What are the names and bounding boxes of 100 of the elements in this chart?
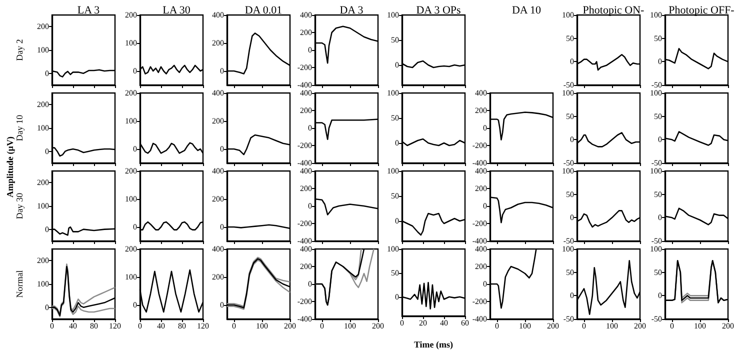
y-tick-label: 0	[220, 144, 224, 154]
y-tick-label: 0	[482, 124, 486, 132]
y-tick-label: -400	[296, 158, 312, 168]
y-tick-label: 100	[562, 10, 574, 20]
y-tick-label: 0	[482, 280, 486, 288]
x-tick-label: 40	[440, 318, 448, 328]
y-tick-label: 0	[308, 46, 312, 54]
y-tick-label: 0	[658, 213, 662, 222]
y-tick-label: -400	[296, 236, 312, 246]
y-tick-label: 0	[308, 202, 312, 210]
y-tick-label: 400	[474, 88, 486, 98]
y-tick-label: 0	[658, 135, 662, 144]
y-tick-label: 400	[300, 244, 312, 254]
x-tick-label: 60	[461, 318, 469, 328]
y-tick-label: 50	[654, 34, 662, 43]
y-tick-label: 200	[37, 22, 49, 32]
x-tick-label: 100	[256, 322, 268, 330]
y-tick-label: 0	[132, 144, 136, 154]
y-tick-label: 100	[124, 272, 136, 282]
y-tick-label: 0	[132, 66, 136, 76]
y-tick-label: 100	[387, 166, 399, 176]
y-tick-label: 200	[37, 178, 49, 188]
y-tick-label: 400	[212, 244, 224, 254]
y-tick-label: 0	[395, 292, 399, 302]
x-tick-label: 120	[196, 322, 208, 330]
y-tick-label: 200	[212, 38, 224, 48]
y-tick-label: 200	[212, 272, 224, 282]
y-tick-label: 200	[474, 184, 486, 193]
y-tick-label: 0	[45, 224, 49, 234]
y-tick-label: 100	[387, 244, 399, 254]
y-tick-label: -50	[650, 314, 662, 324]
y-tick-label: 200	[300, 106, 312, 115]
y-tick-label: 100	[124, 38, 136, 48]
y-tick-label: -400	[472, 236, 486, 246]
y-tick-label: 200	[124, 88, 136, 98]
y-tick-label: 0	[45, 302, 49, 312]
y-tick-label: 0	[570, 291, 574, 300]
x-tick-label: 100	[606, 322, 618, 330]
text: Amplitude (µV)	[5, 136, 15, 198]
y-tick-label: 50	[566, 112, 574, 121]
y-tick-label: 200	[212, 194, 224, 204]
chart-title: DA 0.01	[244, 4, 282, 16]
y-tick-label: 200	[300, 184, 312, 193]
y-tick-label: 0	[45, 68, 49, 78]
x-tick-label: 120	[109, 322, 121, 330]
y-tick-label: -200	[472, 219, 486, 228]
y-tick-label: 200	[474, 106, 486, 115]
y-tick-label: 400	[300, 88, 312, 98]
y-tick-label: 0	[570, 213, 574, 222]
y-tick-label: 400	[474, 244, 486, 254]
y-tick-label: -200	[296, 63, 312, 72]
y-tick-label: 100	[37, 46, 49, 54]
y-tick-label: -50	[563, 80, 574, 90]
y-tick-label: 200	[124, 10, 136, 20]
y-tick-label: 100	[387, 88, 399, 98]
y-tick-label: 0	[308, 124, 312, 132]
y-tick-label: 400	[212, 88, 224, 98]
y-tick-label: 0	[482, 202, 486, 210]
x-tick-label: 200	[284, 322, 296, 330]
x-tick-label: 0	[232, 322, 236, 330]
y-tick-label: 100	[650, 166, 662, 176]
x-tick-label: 40	[69, 322, 77, 330]
y-tick-label: -200	[296, 297, 312, 306]
y-tick-label: 50	[566, 268, 574, 277]
y-tick-label: 100	[37, 280, 49, 288]
y-tick-label: 0	[395, 138, 399, 148]
y-tick-label: 200	[124, 244, 136, 254]
y-tick-label: 200	[300, 262, 312, 271]
x-tick-label: 200	[722, 322, 734, 330]
y-tick-label: 100	[562, 244, 574, 254]
y-tick-label: 0	[220, 66, 224, 76]
y-tick-label: 200	[37, 256, 49, 266]
y-tick-label: -200	[472, 297, 486, 306]
chart-title: DA 3 OPs	[416, 4, 461, 16]
chart-title: Photopic ON-	[582, 4, 645, 16]
y-tick-label: 50	[391, 36, 399, 44]
y-tick-label: 100	[562, 166, 574, 176]
y-tick-label: 0	[658, 291, 662, 300]
y-tick-label: 0	[220, 222, 224, 232]
chart-title: Photopic OFF-	[668, 4, 734, 16]
text: DA 10	[511, 4, 542, 16]
y-tick-label: -400	[296, 80, 312, 90]
y-tick-label: 200	[124, 166, 136, 176]
y-axis-title: Day 10	[14, 114, 24, 142]
y-axis-title: Day 30	[14, 192, 24, 220]
y-tick-label: 0	[395, 60, 399, 70]
y-tick-label: 400	[474, 166, 486, 176]
y-tick-label: 100	[37, 202, 49, 210]
y-tick-label: -50	[563, 158, 574, 168]
y-tick-label: -50	[563, 236, 574, 246]
chart-title: LA 3	[77, 4, 100, 16]
y-tick-label: 100	[650, 10, 662, 20]
x-tick-label: 100	[518, 322, 530, 330]
y-tick-label: 0	[570, 57, 574, 66]
x-tick-label: 20	[419, 318, 427, 328]
y-tick-label: 100	[124, 194, 136, 204]
y-tick-label: 50	[566, 34, 574, 43]
y-axis-title: Day 2	[14, 39, 24, 61]
y-tick-label: 50	[566, 190, 574, 199]
y-tick-label: 0	[220, 300, 224, 310]
